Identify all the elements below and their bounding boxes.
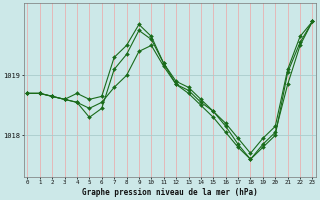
X-axis label: Graphe pression niveau de la mer (hPa): Graphe pression niveau de la mer (hPa) (82, 188, 258, 197)
